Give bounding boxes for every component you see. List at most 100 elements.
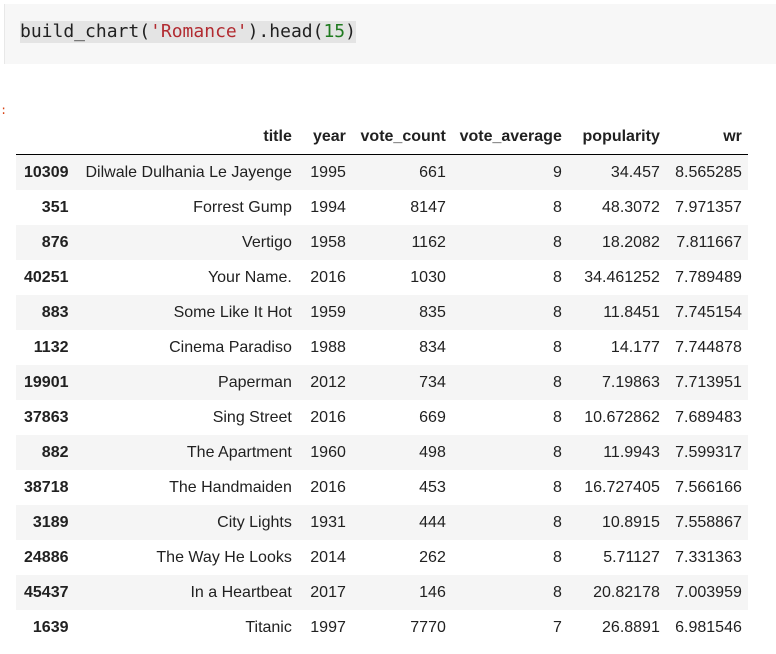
cell-wr: 7.003959 [675, 583, 742, 601]
cell-title: Sing Street [212, 408, 292, 426]
row-index: 24886 [24, 548, 69, 566]
code-function-call: build_chart( [20, 21, 151, 42]
cell-title: Paperman [218, 373, 292, 391]
cell-vote-average: 8 [552, 548, 562, 566]
cell-wr: 8.565285 [675, 163, 742, 181]
cell-wr: 7.331363 [675, 548, 742, 566]
cell-vote-average: 8 [552, 408, 562, 426]
table-row: 876 Vertigo 1958 1162 8 18.2082 7.811667 [16, 225, 748, 260]
code-number-argument: 15 [323, 21, 346, 42]
cell-year: 2012 [310, 373, 346, 391]
cell-year: 2014 [310, 548, 346, 566]
cell-popularity: 20.82178 [593, 583, 660, 601]
column-header-vote-average: vote_average [451, 119, 568, 155]
cell-year: 1958 [310, 233, 346, 251]
cell-wr: 7.599317 [675, 443, 742, 461]
index-header [16, 119, 80, 155]
row-index: 882 [41, 443, 69, 461]
cell-vote-average: 7 [552, 618, 562, 636]
row-index: 883 [41, 303, 69, 321]
table-row: 38718 The Handmaiden 2016 453 8 16.727405 7.56… [16, 470, 748, 505]
cell-wr: 7.971357 [675, 198, 742, 216]
cell-popularity: 11.8451 [603, 303, 660, 321]
column-header-title: title [79, 119, 298, 155]
code-string-argument: 'Romance' [150, 21, 248, 42]
row-index: 37863 [24, 408, 69, 426]
cell-year: 1959 [310, 303, 346, 321]
table-row: 351 Forrest Gump 1994 8147 8 48.3072 7.971357 [16, 190, 748, 225]
cell-title: Vertigo [242, 233, 292, 251]
cell-popularity: 10.672862 [584, 408, 660, 426]
row-index: 3189 [32, 513, 69, 531]
cell-popularity: 18.2082 [602, 233, 660, 251]
code-method-call: ).head( [247, 21, 324, 42]
table-row: 882 The Apartment 1960 498 8 11.9943 7.599317 [16, 435, 748, 470]
cell-year: 2016 [310, 408, 346, 426]
row-index: 351 [41, 198, 69, 216]
cell-vote-count: 262 [419, 548, 446, 566]
cell-year: 1931 [310, 513, 346, 531]
cell-vote-average: 8 [552, 373, 562, 391]
cell-title: City Lights [217, 513, 292, 531]
cell-vote-count: 498 [419, 443, 446, 461]
cell-year: 1994 [310, 198, 346, 216]
code-input[interactable]: build_chart('Romance').head(15) [20, 21, 356, 43]
cell-vote-average: 8 [552, 268, 562, 286]
cell-vote-average: 8 [552, 583, 562, 601]
column-header-vote-count: vote_count [351, 119, 452, 155]
cell-year: 1960 [310, 443, 346, 461]
cell-popularity: 34.457 [610, 163, 660, 181]
dataframe-table: title year vote_count vote_average popul… [16, 119, 748, 645]
table-body: 10309 Dilwale Dulhania Le Jayenge 1995 661 9… [16, 154, 748, 645]
column-header-wr: wr [665, 119, 748, 155]
cell-vote-count: 1162 [411, 233, 446, 251]
cell-wr: 7.558867 [675, 513, 742, 531]
cell-popularity: 10.8915 [602, 513, 660, 531]
cell-wr: 7.789489 [675, 268, 742, 286]
table-row: 19901 Paperman 2012 734 8 7.19863 7.713951 [16, 365, 748, 400]
cell-title: The Handmaiden [169, 478, 292, 496]
cell-year: 1988 [310, 338, 346, 356]
row-index: 1132 [33, 338, 69, 356]
cell-wr: 7.713951 [675, 373, 742, 391]
cell-popularity: 48.3072 [602, 198, 660, 216]
output-prompt: : [0, 104, 8, 118]
cell-wr: 7.689483 [675, 408, 742, 426]
row-index: 876 [41, 233, 69, 251]
cell-popularity: 7.19863 [602, 373, 660, 391]
cell-vote-average: 9 [552, 163, 562, 181]
cell-wr: 7.811667 [676, 233, 742, 251]
table-row: 37863 Sing Street 2016 669 8 10.672862 7.68948… [16, 400, 748, 435]
cell-year: 1995 [310, 163, 346, 181]
cell-popularity: 26.8891 [602, 618, 660, 636]
table-row: 40251 Your Name. 2016 1030 8 34.461252 7.78948… [16, 260, 748, 295]
cell-popularity: 34.461252 [584, 268, 660, 286]
cell-wr: 7.745154 [675, 303, 742, 321]
cell-title: Forrest Gump [193, 198, 292, 216]
cell-vote-count: 146 [419, 583, 446, 601]
cell-title: In a Heartbeat [190, 583, 292, 601]
cell-title: Dilwale Dulhania Le Jayenge [85, 163, 292, 181]
cell-vote-count: 8147 [410, 198, 446, 216]
code-cell[interactable]: build_chart('Romance').head(15) [4, 4, 776, 64]
cell-vote-average: 8 [552, 478, 562, 496]
cell-vote-count: 669 [419, 408, 446, 426]
cell-vote-count: 834 [419, 338, 446, 356]
cell-vote-average: 8 [552, 338, 562, 356]
cell-vote-count: 835 [419, 303, 446, 321]
cell-vote-average: 8 [552, 233, 562, 251]
cell-title: The Apartment [186, 443, 292, 461]
cell-popularity: 14.177 [610, 338, 660, 356]
cell-wr: 6.981546 [675, 618, 742, 636]
row-index: 40251 [24, 268, 69, 286]
cell-popularity: 16.727405 [584, 478, 660, 496]
cell-title: The Way He Looks [156, 548, 292, 566]
cell-vote-average: 8 [552, 303, 562, 321]
cell-vote-average: 8 [552, 513, 562, 531]
row-index: 1639 [32, 618, 69, 636]
cell-vote-average: 8 [552, 198, 562, 216]
code-close-paren: ) [345, 21, 356, 42]
table-row: 3189 City Lights 1931 444 8 10.8915 7.558867 [16, 505, 748, 540]
table-header-row: title year vote_count vote_average popul… [16, 119, 748, 155]
cell-vote-count: 453 [419, 478, 446, 496]
